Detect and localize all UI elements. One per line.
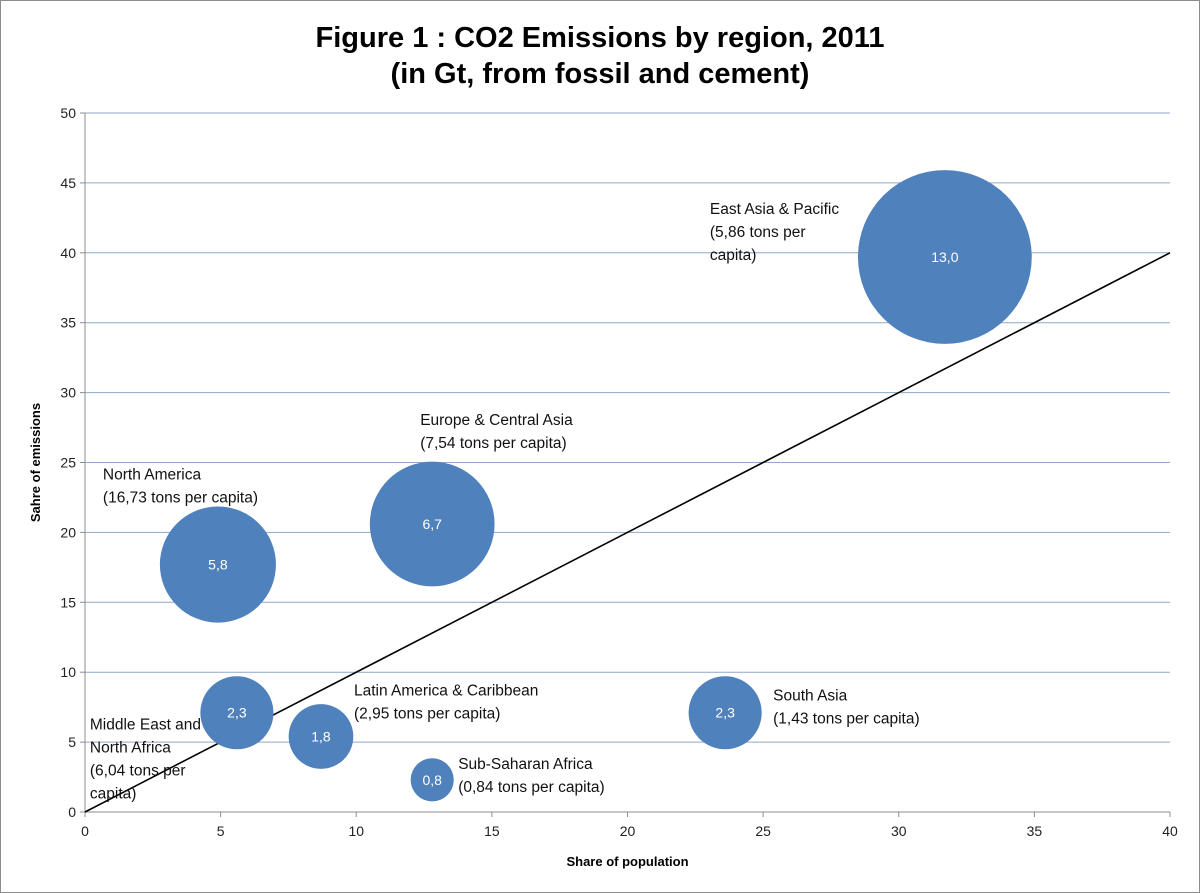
y-tick-label-40: 40 — [60, 245, 76, 261]
annotation-east-asia-pacific-line-1: East Asia & Pacific — [710, 201, 839, 218]
annotation-europe-central-asia-line-1: Europe & Central Asia — [420, 412, 573, 429]
annotation-north-america-line-2: (16,73 tons per capita) — [103, 490, 258, 507]
bubble-south-asia — [688, 676, 762, 750]
bubble-value-east-asia-pacific: 13,0 — [931, 249, 958, 265]
annotation-south-asia-line-2: (1,43 tons per capita) — [773, 711, 919, 728]
y-tick-label-25: 25 — [60, 455, 76, 471]
bubble-east-asia-pacific — [857, 170, 1032, 344]
annotation-south-asia-line-1: South Asia — [773, 688, 847, 705]
annotation-east-asia-pacific-line-3: capita) — [710, 247, 757, 264]
x-tick-label-0: 0 — [81, 823, 89, 839]
y-tick-label-15: 15 — [60, 594, 76, 610]
y-tick-label-0: 0 — [68, 804, 76, 820]
y-axis-title: Sahre of emissions — [28, 403, 43, 522]
bubble-sub-saharan-africa — [410, 758, 454, 802]
annotation-sub-saharan-africa-line-2: (0,84 tons per capita) — [458, 779, 604, 796]
annotation-east-asia-pacific-line-2: (5,86 tons per — [710, 224, 806, 241]
annotation-middle-east-and-line-3: (6,04 tons per — [90, 763, 186, 780]
x-tick-label-30: 30 — [891, 823, 907, 839]
bubbles: 13,0 6,7 5,8 2,3 1,8 0,8 2,3 — [159, 170, 1032, 802]
annotation-middle-east-and-line-2: North Africa — [90, 740, 171, 757]
y-tick-label-45: 45 — [60, 175, 76, 191]
bubble-value-sub-saharan-africa: 0,8 — [422, 772, 442, 788]
y-tick-label-20: 20 — [60, 524, 76, 540]
bubble-value-middle-east-and: 2,3 — [227, 705, 247, 721]
annotation-middle-east-and-line-1: Middle East and — [90, 717, 201, 734]
annotation-north-america-line-1: North America — [103, 467, 202, 484]
bubble-value-north-america: 5,8 — [208, 557, 228, 573]
x-tick-label-20: 20 — [620, 823, 636, 839]
annotation-europe-central-asia-line-2: (7,54 tons per capita) — [420, 435, 566, 452]
annotation-latin-america-caribbean-line-1: Latin America & Caribbean — [354, 683, 538, 700]
x-tick-label-5: 5 — [217, 823, 225, 839]
bubble-value-latin-america-caribbean: 1,8 — [311, 729, 331, 745]
annotation-middle-east-and-line-4: capita) — [90, 786, 137, 803]
x-tick-label-40: 40 — [1162, 823, 1178, 839]
y-tick-label-35: 35 — [60, 315, 76, 331]
bubble-europe-central-asia — [369, 461, 495, 587]
chart-title-line-1: Figure 1 : CO2 Emissions by region, 2011 — [316, 22, 885, 54]
y-tick-label-5: 5 — [68, 734, 76, 750]
x-tick-label-15: 15 — [484, 823, 500, 839]
x-axis-title: Share of population — [566, 854, 688, 869]
axes: 0 5 10 15 20 25 30 35 40 45 50 0 5 10 15 20 25 30 35 40 Shar… — [28, 105, 1178, 869]
annotation-latin-america-caribbean-line-2: (2,95 tons per capita) — [354, 706, 500, 723]
x-tick-label-25: 25 — [755, 823, 771, 839]
y-tick-label-30: 30 — [60, 385, 76, 401]
annotations: East Asia & Pacific (5,86 tons per capita)… — [90, 201, 920, 803]
bubble-middle-east-and — [200, 676, 274, 750]
y-tick-label-10: 10 — [60, 664, 76, 680]
y-tick-label-50: 50 — [60, 105, 76, 121]
bubble-latin-america-caribbean — [288, 704, 354, 769]
chart-title: Figure 1 : CO2 Emissions by region, 2011… — [316, 22, 885, 90]
bubble-north-america — [159, 506, 276, 623]
x-tick-label-35: 35 — [1027, 823, 1043, 839]
annotation-sub-saharan-africa-line-1: Sub-Saharan Africa — [458, 756, 593, 773]
bubble-value-europe-central-asia: 6,7 — [422, 516, 442, 532]
bubble-value-south-asia: 2,3 — [715, 705, 735, 721]
chart-title-line-2: (in Gt, from fossil and cement) — [391, 58, 810, 90]
x-tick-label-10: 10 — [348, 823, 364, 839]
